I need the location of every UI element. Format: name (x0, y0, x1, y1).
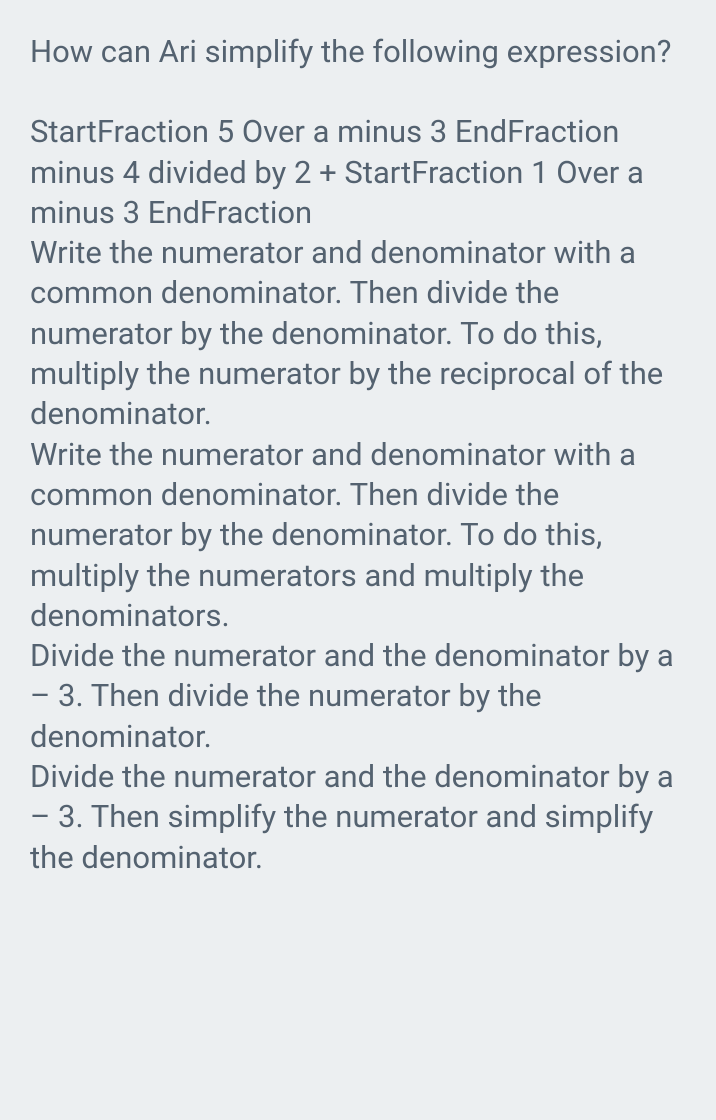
math-expression: StartFraction 5 Over a minus 3 EndFracti… (30, 112, 686, 233)
option-3: Divide the numerator and the denominator… (30, 636, 686, 757)
option-2: Write the numerator and denominator with… (30, 435, 686, 636)
option-1: Write the numerator and denominator with… (30, 233, 686, 434)
option-4: Divide the numerator and the denominator… (30, 757, 686, 878)
question-text: How can Ari simplify the following expre… (30, 32, 686, 72)
